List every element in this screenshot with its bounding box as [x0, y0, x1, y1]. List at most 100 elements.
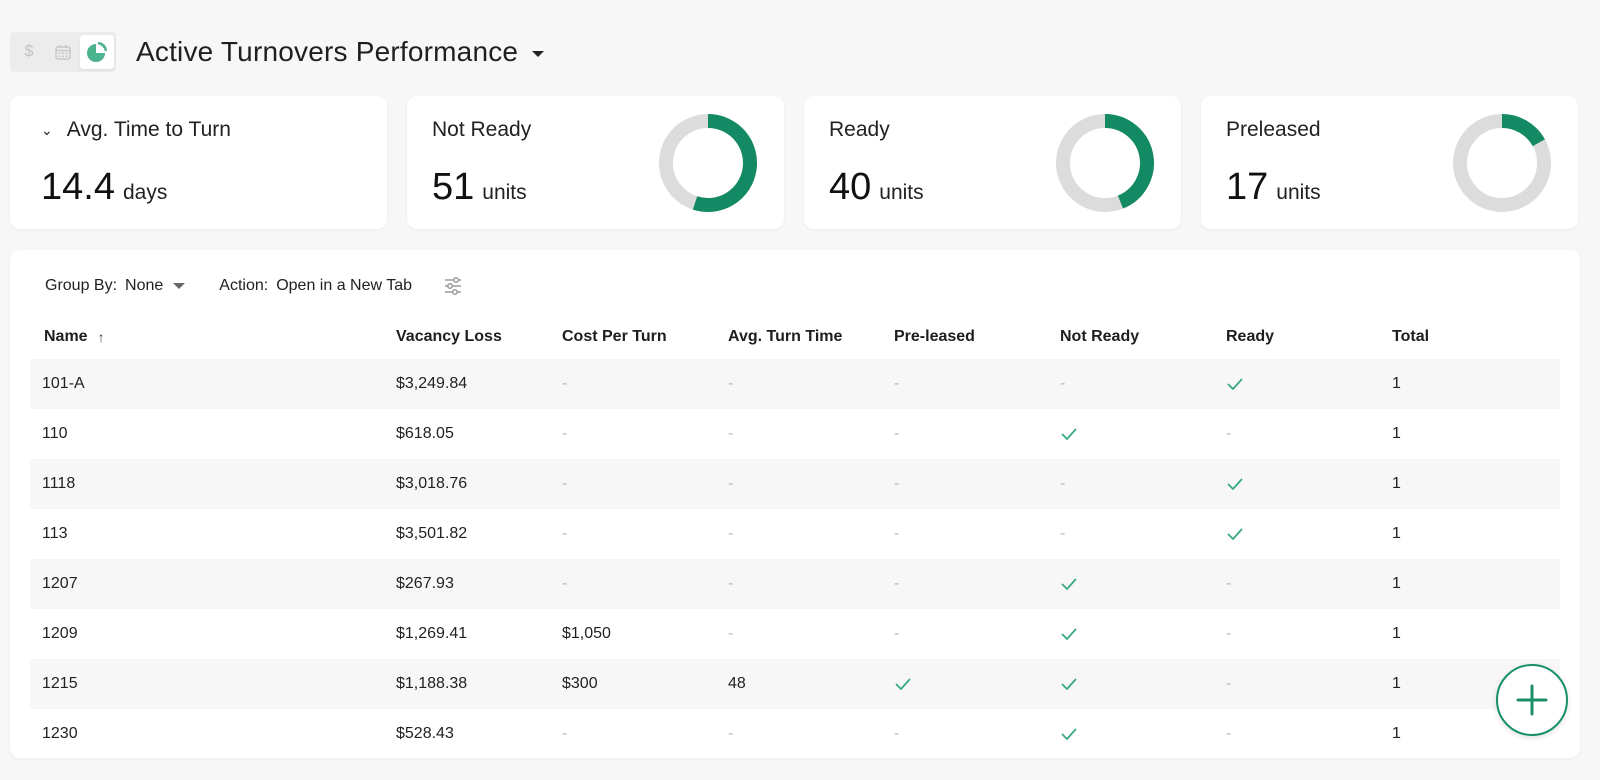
donut-chart	[1453, 114, 1551, 212]
cell-ready: -	[1212, 625, 1378, 643]
chevron-down-icon	[173, 283, 186, 289]
column-header-total[interactable]: Total	[1392, 328, 1430, 345]
group-by-select[interactable]: Group By: None	[45, 277, 186, 295]
table-row[interactable]: 113 $3,501.82 - - - - 1	[30, 509, 1560, 559]
cell-ready: -	[1212, 425, 1378, 443]
table-toolbar: Group By: None Action: Open in a New Tab	[45, 268, 464, 304]
cell-vacancy-loss: $618.05	[382, 425, 548, 443]
cell-pre-leased: -	[880, 475, 1046, 493]
empty-dash: -	[894, 525, 900, 542]
cell-name: 113	[30, 525, 382, 543]
cell-vacancy-loss-text: $3,501.82	[396, 525, 468, 542]
turnovers-table: Name ↑ Vacancy Loss Cost Per Turn Avg. T…	[30, 315, 1560, 759]
table-panel: Group By: None Action: Open in a New Tab…	[10, 250, 1580, 758]
cell-cost-per-turn: $1,050	[548, 625, 714, 643]
column-header-cost-per-turn[interactable]: Cost Per Turn	[562, 328, 667, 345]
empty-dash: -	[894, 475, 900, 492]
kpi-value: 14.4	[41, 166, 115, 208]
kpi-unit: units	[1276, 181, 1321, 204]
table-row[interactable]: 1230 $528.43 - - - - 1	[30, 709, 1560, 759]
cell-not-ready	[1046, 675, 1212, 693]
cell-ready	[1212, 475, 1378, 493]
table-header-row: Name ↑ Vacancy Loss Cost Per Turn Avg. T…	[30, 315, 1560, 359]
sort-ascending-icon[interactable]: ↑	[97, 329, 105, 345]
cell-pre-leased: -	[880, 425, 1046, 443]
check-icon	[1061, 578, 1077, 590]
cell-name-text: 113	[42, 525, 68, 542]
cell-cost-per-turn-text: -	[562, 475, 568, 492]
column-header-name[interactable]: Name ↑	[30, 328, 382, 346]
donut-arc	[692, 114, 757, 212]
cell-total: 1	[1378, 575, 1560, 593]
cell-avg-turn-time: -	[714, 575, 880, 593]
cell-total: 1	[1378, 375, 1560, 393]
donut-chart	[659, 114, 757, 212]
column-header-label: Name	[44, 328, 88, 345]
cell-vacancy-loss-text: $1,269.41	[396, 625, 468, 642]
cell-vacancy-loss-text: $3,018.76	[396, 475, 468, 492]
cell-pre-leased: -	[880, 375, 1046, 393]
cell-vacancy-loss: $267.93	[382, 575, 548, 593]
cell-cost-per-turn: -	[548, 375, 714, 393]
cell-vacancy-loss: $3,501.82	[382, 525, 548, 543]
group-by-value: None	[125, 277, 164, 294]
cell-pre-leased	[880, 675, 1046, 693]
empty-dash: -	[894, 725, 900, 742]
cell-cost-per-turn-text: -	[562, 725, 568, 742]
cell-name: 110	[30, 425, 382, 443]
title-dropdown-caret-icon[interactable]	[532, 51, 545, 57]
kpi-card-avg-time: ⌄ Avg. Time to Turn 14.4 days	[10, 96, 387, 229]
cell-avg-turn-time: -	[714, 425, 880, 443]
plus-icon	[1516, 684, 1548, 716]
cell-vacancy-loss: $1,188.38	[382, 675, 548, 693]
cell-cost-per-turn: -	[548, 525, 714, 543]
cell-total: 1	[1378, 625, 1560, 643]
table-row[interactable]: 1118 $3,018.76 - - - - 1	[30, 459, 1560, 509]
table-body: 101-A $3,249.84 - - - - 1 110 $618.05 - - - - 1 1118 $3…	[30, 359, 1560, 759]
kpi-label: Ready	[829, 118, 890, 141]
collapse-chevron-icon[interactable]: ⌄	[41, 121, 53, 138]
cell-not-ready: -	[1046, 525, 1212, 543]
cell-total-text: 1	[1392, 375, 1401, 392]
kpi-value: 51	[432, 166, 475, 208]
cell-not-ready	[1046, 575, 1212, 593]
column-header-not-ready[interactable]: Not Ready	[1060, 328, 1140, 345]
table-row[interactable]: 1215 $1,188.38 $300 48 - 1	[30, 659, 1560, 709]
table-row[interactable]: 1207 $267.93 - - - - 1	[30, 559, 1560, 609]
kpi-unit: units	[879, 181, 924, 204]
cell-total-text: 1	[1392, 725, 1401, 742]
cell-ready: -	[1212, 675, 1378, 693]
cell-cost-per-turn-text: -	[562, 375, 568, 392]
column-header-avg-turn-time[interactable]: Avg. Turn Time	[728, 328, 843, 345]
dollar-icon[interactable]: $	[24, 43, 34, 60]
check-icon	[895, 678, 911, 690]
cell-vacancy-loss-text: $528.43	[396, 725, 454, 742]
column-header-ready[interactable]: Ready	[1226, 328, 1275, 345]
cell-total-text: 1	[1392, 425, 1401, 442]
cell-avg-turn-time: -	[714, 725, 880, 743]
cell-total: 1	[1378, 425, 1560, 443]
donut-chart	[1056, 114, 1154, 212]
action-select[interactable]: Action: Open in a New Tab	[219, 277, 412, 295]
pie-chart-icon[interactable]	[80, 35, 114, 69]
empty-dash: -	[1226, 575, 1232, 592]
empty-dash: -	[894, 625, 900, 642]
sliders-settings-icon[interactable]	[442, 275, 464, 297]
cell-total-text: 1	[1392, 625, 1401, 642]
cell-avg-turn-time-text: -	[728, 575, 734, 592]
table-row[interactable]: 101-A $3,249.84 - - - - 1	[30, 359, 1560, 409]
cell-avg-turn-time-text: -	[728, 475, 734, 492]
column-header-vacancy-loss[interactable]: Vacancy Loss	[396, 328, 502, 345]
cell-ready	[1212, 375, 1378, 393]
add-button[interactable]	[1496, 664, 1568, 736]
table-row[interactable]: 1209 $1,269.41 $1,050 - - - 1	[30, 609, 1560, 659]
cell-name: 1207	[30, 575, 382, 593]
kpi-label: Not Ready	[432, 118, 532, 141]
cell-not-ready: -	[1046, 375, 1212, 393]
kpi-value: 17	[1226, 166, 1269, 208]
calendar-icon[interactable]	[46, 35, 80, 69]
cell-avg-turn-time-text: -	[728, 625, 734, 642]
table-row[interactable]: 110 $618.05 - - - - 1	[30, 409, 1560, 459]
column-header-pre-leased[interactable]: Pre-leased	[894, 328, 975, 345]
cell-vacancy-loss: $3,018.76	[382, 475, 548, 493]
